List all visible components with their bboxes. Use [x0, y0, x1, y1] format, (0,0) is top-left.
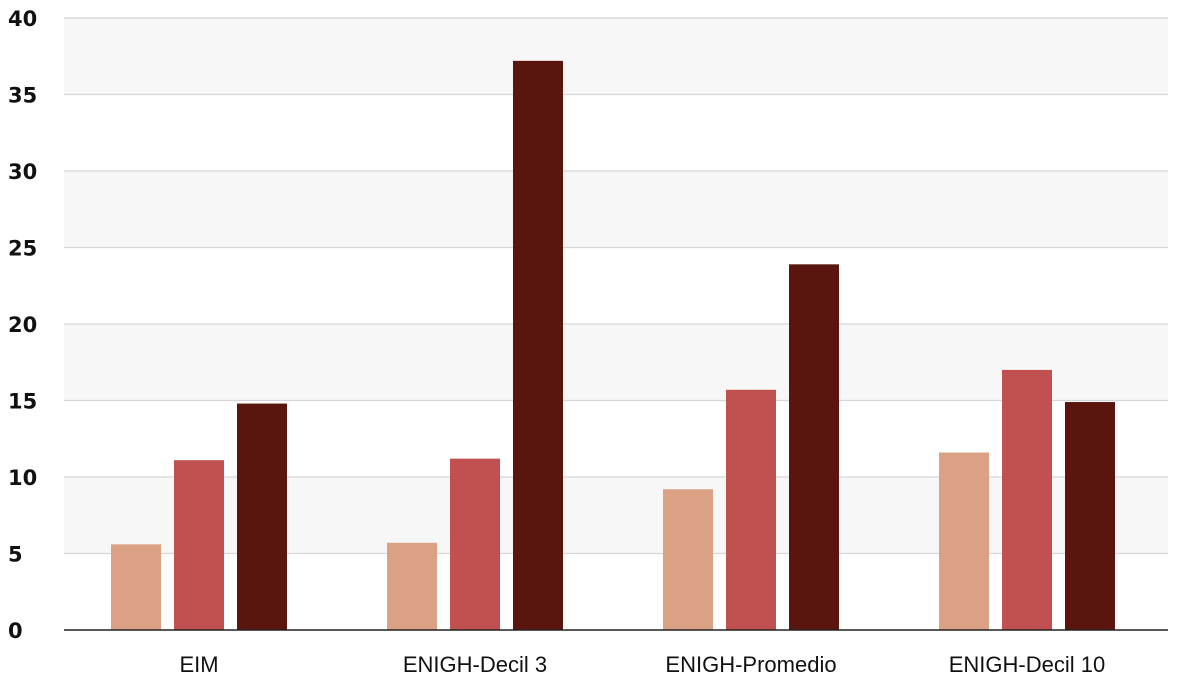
y-tick-label: 15 — [8, 390, 37, 414]
bar — [1002, 369, 1052, 630]
y-tick-label: 5 — [8, 543, 23, 567]
bar — [387, 542, 437, 630]
y-tick-label: 0 — [8, 619, 23, 643]
background-band — [64, 171, 1168, 248]
bar — [111, 544, 161, 630]
x-tick-label: ENIGH-Promedio — [665, 652, 836, 677]
y-tick-label: 20 — [8, 313, 37, 337]
x-tick-label: ENIGH-Decil 10 — [949, 652, 1105, 677]
background-band — [64, 18, 1168, 95]
bars — [111, 60, 1115, 630]
bar — [450, 458, 500, 630]
bar — [939, 452, 989, 630]
background-band — [64, 324, 1168, 401]
x-tick-label: ENIGH-Decil 3 — [403, 652, 547, 677]
y-tick-label: 40 — [8, 7, 37, 31]
x-tick-label: EIM — [179, 652, 218, 677]
y-tick-label: 30 — [8, 160, 37, 184]
bar — [237, 403, 287, 630]
bar — [174, 460, 224, 630]
x-axis-ticks: EIM ENIGH-Decil 3 ENIGH-Promedio ENIGH-Deci… — [179, 652, 1105, 677]
bar — [663, 489, 713, 630]
y-tick-label: 25 — [8, 237, 37, 261]
y-tick-label: 10 — [8, 466, 37, 490]
y-tick-label: 35 — [8, 84, 37, 108]
bar — [1065, 402, 1115, 630]
y-axis-ticks: 0 5 10 15 20 25 30 35 40 — [8, 7, 37, 643]
bar — [726, 389, 776, 630]
bar — [513, 60, 563, 630]
bar — [789, 264, 839, 630]
